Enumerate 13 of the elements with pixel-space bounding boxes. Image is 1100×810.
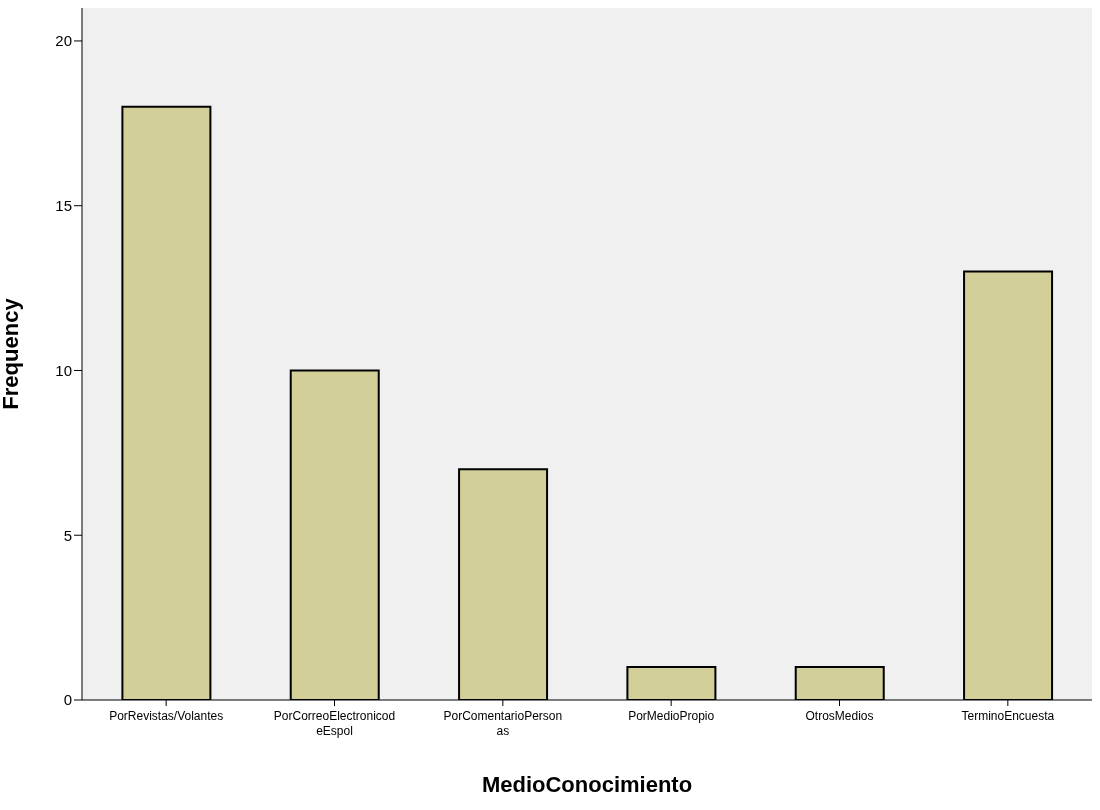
y-axis-title: Frequency [0, 297, 23, 410]
y-tick-label: 0 [63, 691, 72, 709]
x-tick-label: PorComentarioPersonas [443, 709, 563, 738]
y-tick-label: 10 [55, 361, 72, 379]
x-tick-label: OtrosMedios [805, 709, 874, 723]
y-tick-label: 15 [55, 197, 72, 215]
x-tick-label: TerminoEncuesta [961, 709, 1055, 723]
x-tick-label: PorMedioPropio [628, 709, 715, 723]
y-tick-label: 20 [55, 32, 72, 50]
x-tick-label: PorCorreoElectronicodeEspol [273, 709, 396, 738]
x-axis-title: MedioConocimiento [481, 772, 693, 797]
x-tick-label: PorRevistas/Volantes [109, 709, 224, 723]
y-tick-label: 5 [63, 526, 72, 544]
